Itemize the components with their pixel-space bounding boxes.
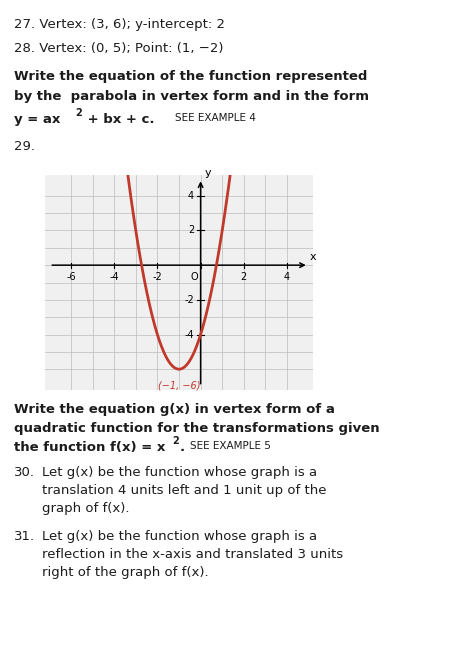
Text: SEE EXAMPLE 5: SEE EXAMPLE 5 <box>190 441 271 451</box>
Text: -2: -2 <box>152 272 162 282</box>
Text: 2: 2 <box>75 108 82 118</box>
Text: by the  parabola in vertex form and in the form: by the parabola in vertex form and in th… <box>14 90 369 103</box>
Text: 28. Vertex: (0, 5); Point: (1, −2): 28. Vertex: (0, 5); Point: (1, −2) <box>14 42 224 55</box>
Text: Write the equation of the function represented: Write the equation of the function repre… <box>14 70 367 83</box>
Text: 2: 2 <box>241 272 247 282</box>
Text: 29.: 29. <box>14 140 35 153</box>
Text: 4: 4 <box>284 272 290 282</box>
Text: -2: -2 <box>184 295 194 305</box>
Text: y: y <box>205 167 211 178</box>
Text: quadratic function for the transformations given: quadratic function for the transformatio… <box>14 422 380 435</box>
Text: O: O <box>190 272 198 282</box>
Text: x: x <box>310 252 316 262</box>
Text: 2: 2 <box>188 225 194 235</box>
Text: Let g(x) be the function whose graph is a: Let g(x) be the function whose graph is … <box>42 466 317 479</box>
Text: 2: 2 <box>172 436 179 446</box>
Text: -4: -4 <box>184 330 194 339</box>
Text: SEE EXAMPLE 4: SEE EXAMPLE 4 <box>175 113 256 123</box>
Text: Write the equation g(x) in vertex form of a: Write the equation g(x) in vertex form o… <box>14 403 335 416</box>
Text: 4: 4 <box>188 191 194 201</box>
Text: + bx + c.: + bx + c. <box>83 113 155 126</box>
Text: 30.: 30. <box>14 466 35 479</box>
Text: Let g(x) be the function whose graph is a: Let g(x) be the function whose graph is … <box>42 530 317 543</box>
Text: right of the graph of f(x).: right of the graph of f(x). <box>42 566 209 579</box>
Text: -6: -6 <box>66 272 76 282</box>
Text: -4: -4 <box>109 272 119 282</box>
Text: y = ax: y = ax <box>14 113 60 126</box>
Text: graph of f(x).: graph of f(x). <box>42 502 130 515</box>
Text: 31.: 31. <box>14 530 35 543</box>
Text: .: . <box>180 441 185 454</box>
Text: translation 4 units left and 1 unit up of the: translation 4 units left and 1 unit up o… <box>42 484 326 497</box>
Text: 27. Vertex: (3, 6); y-intercept: 2: 27. Vertex: (3, 6); y-intercept: 2 <box>14 18 225 31</box>
Text: the function f(x) = x: the function f(x) = x <box>14 441 165 454</box>
Text: (−1, −6): (−1, −6) <box>158 380 200 391</box>
Text: reflection in the x-axis and translated 3 units: reflection in the x-axis and translated … <box>42 548 343 561</box>
